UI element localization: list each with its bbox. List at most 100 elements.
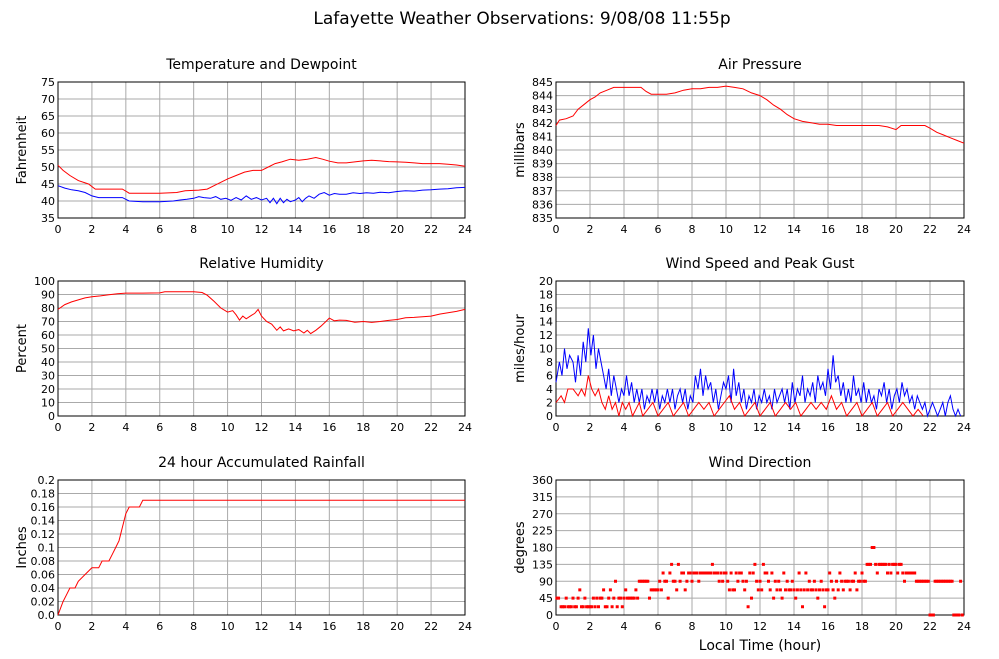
direction-point <box>753 562 757 566</box>
rain-xtick-label: 16 <box>322 620 336 633</box>
temp-xtick-label: 20 <box>390 223 404 236</box>
direction-point <box>937 579 940 583</box>
direction-point <box>780 596 784 600</box>
direction-point <box>802 588 806 592</box>
direction-point <box>877 562 881 566</box>
temp-xtick-label: 22 <box>424 223 438 236</box>
rain-xtick-label: 8 <box>190 620 197 633</box>
temp-frame <box>57 81 466 219</box>
direction-point <box>568 605 572 609</box>
direction-point <box>928 613 932 617</box>
direction-point <box>646 579 650 583</box>
humidity-xtick-label: 6 <box>156 421 163 434</box>
direction-point <box>785 579 789 583</box>
direction-point <box>863 579 867 583</box>
direction-point <box>721 579 725 583</box>
rain-title: 24 hour Accumulated Rainfall <box>158 455 365 471</box>
pressure-xtick-label: 12 <box>753 223 767 236</box>
direction-point <box>918 579 922 583</box>
rain-xtick-label: 18 <box>356 620 370 633</box>
pressure-chart: Air Pressure8358368378388398408418428438… <box>513 57 971 236</box>
page-title: Lafayette Weather Observations: 9/08/08 … <box>313 9 730 29</box>
rain-ytick-label: 0.16 <box>31 501 56 514</box>
direction-point <box>699 571 702 575</box>
humidity-ytick-label: 70 <box>41 316 55 329</box>
direction-point <box>911 571 915 575</box>
direction-point <box>930 613 934 617</box>
direction-point <box>818 588 821 592</box>
direction-point <box>729 571 733 575</box>
direction-ytick-label: 0 <box>546 609 553 622</box>
direction-point <box>578 588 582 592</box>
direction-point <box>773 579 777 583</box>
direction-point <box>892 562 896 566</box>
direction-point <box>778 588 782 592</box>
temp-ytick-label: 35 <box>41 212 55 225</box>
direction-point <box>683 588 687 592</box>
wind-xtick-label: 18 <box>855 421 869 434</box>
pressure-xtick-label: 24 <box>957 223 971 236</box>
direction-ylabel: degrees <box>513 521 528 574</box>
direction-xtick-label: 8 <box>689 620 696 633</box>
direction-point <box>619 596 623 600</box>
humidity-xtick-label: 4 <box>122 421 129 434</box>
rain-xtick-label: 2 <box>88 620 95 633</box>
direction-point <box>879 562 883 566</box>
direction-point <box>724 571 728 575</box>
pressure-xtick-label: 16 <box>821 223 835 236</box>
direction-point <box>874 562 878 566</box>
wind-xtick-label: 4 <box>621 421 628 434</box>
direction-point <box>678 579 682 583</box>
wind-xtick-label: 22 <box>923 421 937 434</box>
direction-point <box>894 562 898 566</box>
rain-ytick-label: 0.02 <box>31 596 56 609</box>
direction-point <box>889 571 893 575</box>
direction-point <box>563 605 566 609</box>
direction-point <box>836 588 840 592</box>
direction-point <box>880 562 884 566</box>
direction-point <box>840 579 844 583</box>
direction-point <box>891 562 895 566</box>
direction-point <box>935 579 939 583</box>
direction-point <box>590 605 594 609</box>
direction-point <box>654 588 658 592</box>
direction-point <box>797 571 801 575</box>
temp-ytick-label: 40 <box>41 195 55 208</box>
direction-point <box>942 579 946 583</box>
direction-point <box>787 588 791 592</box>
direction-point <box>600 596 604 600</box>
direction-point <box>649 588 653 592</box>
temp-ylabel: Fahrenheit <box>15 116 30 185</box>
direction-point <box>685 579 689 583</box>
direction-point <box>899 562 903 566</box>
direction-point <box>557 596 561 600</box>
wind-ytick-label: 10 <box>539 343 553 356</box>
direction-point <box>923 579 927 583</box>
direction-ytick-label: 90 <box>539 575 553 588</box>
direction-point <box>926 579 930 583</box>
direction-point <box>693 571 697 575</box>
direction-point <box>801 605 804 609</box>
direction-point <box>591 596 595 600</box>
direction-point <box>933 579 937 583</box>
temp-ytick-label: 55 <box>41 144 55 157</box>
pressure-ytick-label: 845 <box>532 76 553 89</box>
direction-point <box>610 605 614 609</box>
pressure-xtick-label: 0 <box>553 223 560 236</box>
direction-point <box>896 571 900 575</box>
direction-point <box>615 605 619 609</box>
direction-point <box>644 579 648 583</box>
direction-point <box>921 579 925 583</box>
humidity-ylabel: Percent <box>15 324 30 373</box>
pressure-xtick-label: 2 <box>587 223 594 236</box>
wind-ytick-label: 14 <box>539 316 553 329</box>
direction-xtick-label: 10 <box>719 620 733 633</box>
direction-point <box>848 588 852 592</box>
direction-point <box>862 579 866 583</box>
wind-ytick-label: 2 <box>546 397 553 410</box>
temp-ytick-label: 45 <box>41 178 55 191</box>
direction-point <box>576 596 580 600</box>
direction-point <box>750 596 753 600</box>
direction-point <box>833 596 837 600</box>
direction-point <box>860 571 864 575</box>
